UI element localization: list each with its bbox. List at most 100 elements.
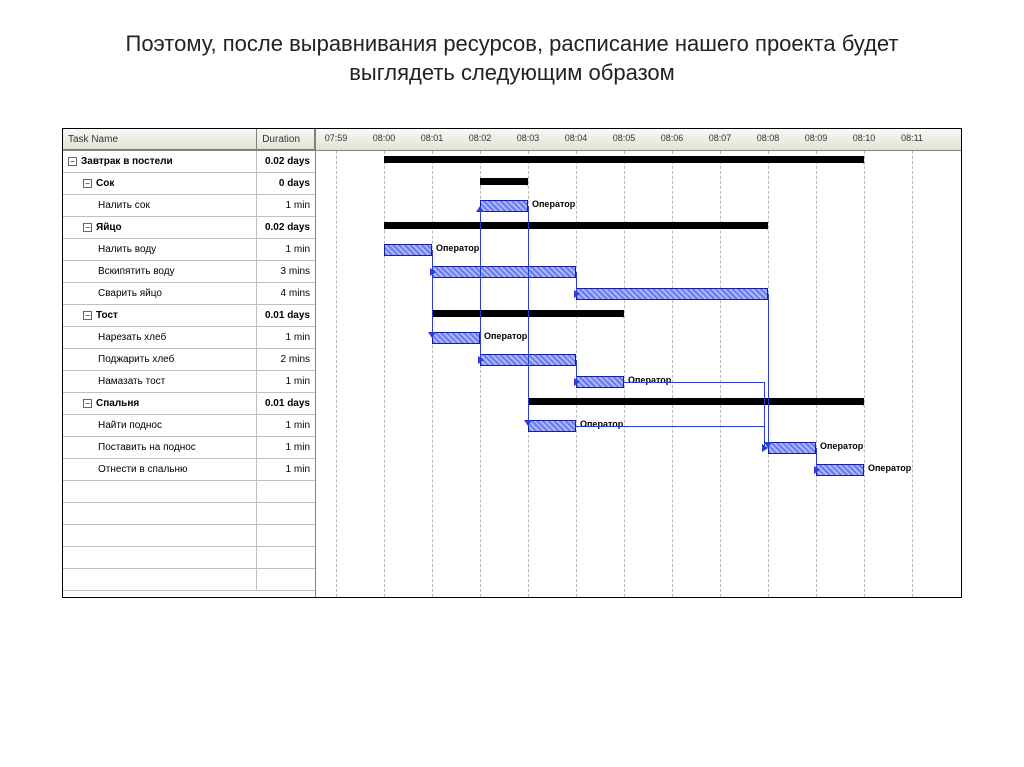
table-row[interactable]: −Сок 0 days: [63, 173, 315, 195]
summary-bar[interactable]: [384, 222, 768, 229]
task-duration: 1 min: [257, 195, 315, 216]
task-duration: 0.01 days: [257, 393, 315, 414]
task-name: Отнести в спальню: [98, 464, 188, 475]
task-name: Сварить яйцо: [98, 288, 162, 299]
grid-line: [912, 151, 913, 597]
table-row[interactable]: Нарезать хлеб 1 min: [63, 327, 315, 349]
grid-line: [672, 151, 673, 597]
resource-label: Оператор: [580, 419, 623, 429]
task-duration: 2 mins: [257, 349, 315, 370]
grid-line: [384, 151, 385, 597]
table-row[interactable]: Отнести в спальню 1 min: [63, 459, 315, 481]
collapse-icon[interactable]: −: [83, 311, 92, 320]
grid-line: [432, 151, 433, 597]
resource-label: Оператор: [868, 463, 911, 473]
time-tick: 08:00: [360, 133, 408, 143]
collapse-icon[interactable]: −: [83, 399, 92, 408]
table-row: [63, 525, 315, 547]
table-row[interactable]: −Яйцо0.02 days: [63, 217, 315, 239]
link-arrow-icon: [476, 206, 484, 212]
page-title: Поэтому, после выравнивания ресурсов, ра…: [0, 0, 1024, 97]
task-name: Поджарить хлеб: [98, 354, 174, 365]
grid-line: [624, 151, 625, 597]
gantt-container: Task Name Duration −Завтрак в постели0.0…: [62, 128, 962, 598]
table-row[interactable]: Поджарить хлеб 2 mins: [63, 349, 315, 371]
time-tick: 08:10: [840, 133, 888, 143]
link-arrow-icon: [814, 466, 820, 474]
collapse-icon[interactable]: −: [83, 223, 92, 232]
resource-label: Оператор: [484, 331, 527, 341]
task-name: Сок: [96, 178, 114, 189]
column-header-name[interactable]: Task Name: [63, 129, 257, 150]
table-row[interactable]: −Завтрак в постели 0.02 days: [63, 151, 315, 173]
task-bar[interactable]: [432, 266, 576, 278]
task-table: Task Name Duration −Завтрак в постели0.0…: [63, 129, 316, 597]
task-name: Налить воду: [98, 244, 156, 255]
task-duration: 1 min: [257, 371, 315, 392]
task-name: Спальня: [96, 398, 139, 409]
table-row: [63, 547, 315, 569]
grid-line: [816, 151, 817, 597]
table-header: Task Name Duration: [63, 129, 315, 151]
task-name: Тост: [96, 310, 118, 321]
table-row[interactable]: Налить сок 1 min: [63, 195, 315, 217]
resource-label: Оператор: [820, 441, 863, 451]
time-tick: 08:09: [792, 133, 840, 143]
dependency-link: [768, 294, 769, 448]
task-name: Намазать тост: [98, 376, 165, 387]
task-name: Завтрак в постели: [81, 156, 173, 167]
table-row[interactable]: −Спальня 0.01 days: [63, 393, 315, 415]
table-row[interactable]: Намазать тост 1 min: [63, 371, 315, 393]
task-bar[interactable]: [528, 420, 576, 432]
grid-line: [336, 151, 337, 597]
table-row[interactable]: Вскипятить воду3 mins: [63, 261, 315, 283]
task-duration: 0 days: [257, 173, 315, 194]
table-row[interactable]: Налить воду1 min: [63, 239, 315, 261]
task-duration: 0.01 days: [257, 305, 315, 326]
dependency-link: [480, 206, 481, 338]
resource-label: Оператор: [436, 243, 479, 253]
time-tick: 08:04: [552, 133, 600, 143]
time-tick: 08:01: [408, 133, 456, 143]
task-duration: 4 mins: [257, 283, 315, 304]
column-header-duration[interactable]: Duration: [257, 129, 315, 150]
summary-bar[interactable]: [384, 156, 864, 163]
task-duration: 0.02 days: [257, 151, 315, 172]
collapse-icon[interactable]: −: [68, 157, 77, 166]
summary-bar[interactable]: [480, 178, 528, 185]
summary-bar[interactable]: [528, 398, 864, 405]
table-row[interactable]: Поставить на поднос1 min: [63, 437, 315, 459]
task-duration: 1 min: [257, 415, 315, 436]
resource-label: Оператор: [532, 199, 575, 209]
task-bar[interactable]: [384, 244, 432, 256]
task-bar[interactable]: [768, 442, 816, 454]
gantt-chart: 07:5908:0008:0108:0208:0308:0408:0508:06…: [316, 129, 961, 597]
dependency-link: [432, 250, 433, 338]
task-name: Нарезать хлеб: [98, 332, 166, 343]
link-arrow-icon: [478, 356, 484, 364]
task-bar[interactable]: [816, 464, 864, 476]
table-row: [63, 569, 315, 591]
table-row[interactable]: Сварить яйцо 4 mins: [63, 283, 315, 305]
link-arrow-icon: [574, 290, 580, 298]
link-arrow-icon: [762, 444, 768, 452]
dependency-link: [576, 426, 764, 427]
time-tick: 08:06: [648, 133, 696, 143]
task-duration: 1 min: [257, 327, 315, 348]
table-row: [63, 481, 315, 503]
task-bar[interactable]: [576, 288, 768, 300]
task-name: Налить сок: [98, 200, 150, 211]
task-duration: 0.02 days: [257, 217, 315, 238]
task-bar[interactable]: [576, 376, 624, 388]
table-row[interactable]: −Тост 0.01 days: [63, 305, 315, 327]
time-tick: 08:03: [504, 133, 552, 143]
task-name: Найти поднос: [98, 420, 162, 431]
task-bar[interactable]: [432, 332, 480, 344]
task-duration: 1 min: [257, 437, 315, 458]
task-duration: 1 min: [257, 459, 315, 480]
collapse-icon[interactable]: −: [83, 179, 92, 188]
table-row[interactable]: Найти поднос 1 min: [63, 415, 315, 437]
time-tick: 08:07: [696, 133, 744, 143]
link-arrow-icon: [430, 268, 436, 276]
task-bar[interactable]: [480, 200, 528, 212]
